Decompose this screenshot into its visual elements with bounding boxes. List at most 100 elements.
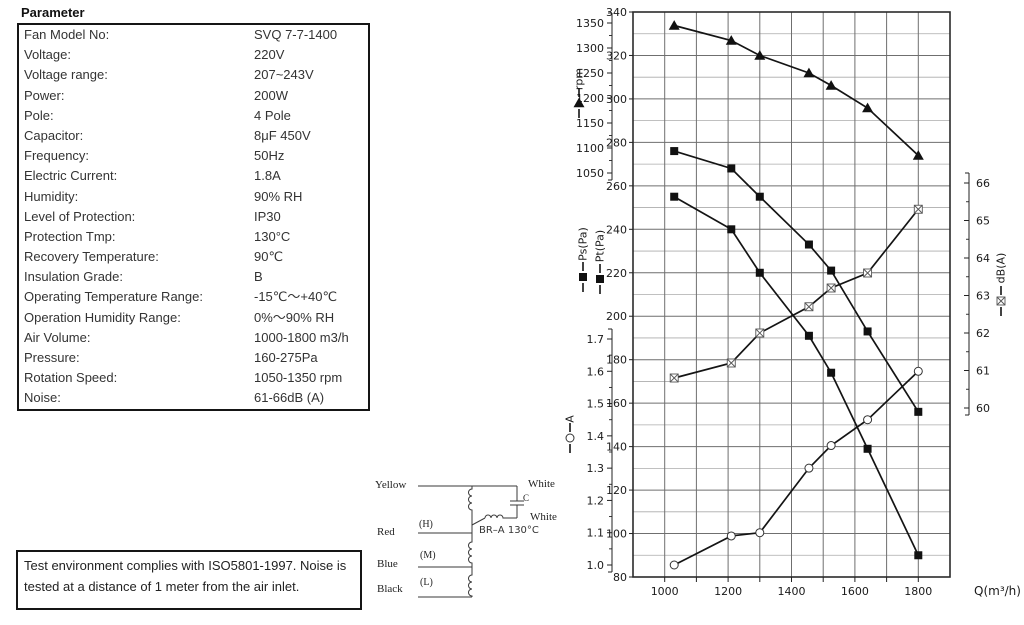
svg-text:1350: 1350: [576, 17, 604, 30]
chart-axis-pressure: 80 100 120 140 160 180 200 220 240 260 280 300 320 34…: [606, 6, 633, 584]
test-environment-note: Test environment complies with ISO5801-1…: [16, 550, 362, 610]
svg-text:1600: 1600: [841, 585, 869, 598]
svg-text:61: 61: [976, 365, 990, 378]
wire-label-black: Black: [377, 583, 403, 595]
parameter-value: 1000-1800 m3/h: [254, 329, 349, 345]
parameter-label: Electric Current:: [24, 168, 118, 184]
parameter-value: 1050-1350 rpm: [254, 370, 343, 386]
parameter-row: Recovery Temperature: 90℃: [19, 247, 368, 267]
parameter-row: Operating Temperature Range: -15℃～+40℃: [19, 287, 368, 307]
svg-text:1.6: 1.6: [587, 365, 605, 378]
wire-label-white-bottom: White: [530, 511, 557, 523]
svg-text:1.3: 1.3: [587, 462, 605, 475]
parameter-label: Operation Humidity Range:: [24, 309, 181, 325]
svg-text:100: 100: [606, 528, 627, 541]
parameter-row: Insulation Grade: B: [19, 267, 368, 287]
parameter-label: Recovery Temperature:: [24, 249, 159, 265]
svg-text:64: 64: [976, 252, 990, 265]
svg-text:Pt(Pa): Pt(Pa): [594, 230, 607, 262]
svg-text:1.1: 1.1: [587, 527, 605, 540]
parameter-label: Voltage:: [24, 47, 71, 63]
parameter-value: 90℃: [254, 249, 284, 265]
svg-text:1200: 1200: [576, 92, 604, 105]
svg-text:60: 60: [976, 402, 990, 415]
svg-text:Ps(Pa): Ps(Pa): [577, 227, 590, 261]
svg-text:1.7: 1.7: [587, 333, 605, 346]
parameter-row: Voltage range: 207~243V: [19, 65, 368, 85]
thermal-protector-label: BR–A 130°C: [479, 525, 539, 536]
motor-winding-coils: [468, 486, 473, 597]
svg-text:1250: 1250: [576, 67, 604, 80]
svg-text:160: 160: [606, 397, 627, 410]
parameter-value: 160-275Pa: [254, 350, 318, 365]
parameter-row: Frequency: 50Hz: [19, 146, 368, 166]
svg-text:1200: 1200: [714, 585, 742, 598]
speed-tap-medium-label: (M): [420, 550, 436, 561]
chart-axis-flow: 1000 1200 1400 1600 1800 Q(m³/h): [651, 577, 1021, 598]
chart-axis-rpm: 1050 1100 1150 1200 1250 1300 1350: [576, 12, 613, 181]
svg-text:1000: 1000: [651, 585, 679, 598]
svg-text:1400: 1400: [778, 585, 806, 598]
svg-text:A: A: [564, 415, 577, 423]
wire-label-white-top: White: [528, 478, 555, 490]
parameter-value: 8μF 450V: [254, 127, 311, 143]
svg-text:1050: 1050: [576, 167, 604, 180]
svg-text:200: 200: [606, 310, 627, 323]
parameter-value: 50Hz: [254, 148, 285, 164]
parameter-label: Level of Protection:: [24, 208, 136, 224]
chart-axis-current: 1.0 1.1 1.2 1.3 1.4 1.5 1.6 1.7: [587, 328, 613, 573]
svg-text:140: 140: [606, 441, 627, 454]
wiring-wires: [418, 485, 524, 598]
parameter-label: Frequency:: [24, 148, 90, 164]
parameter-section-title: Parameter: [21, 5, 85, 20]
chart-series-a: [669, 366, 923, 570]
chart-series-rpm: [668, 20, 924, 160]
parameter-label: Capacitor:: [24, 127, 84, 143]
capacitor-label: C: [523, 493, 530, 503]
chart-axis-noise: 60 61 62 63 64 65 66: [964, 172, 990, 416]
parameter-label: Protection Tmp:: [24, 228, 116, 244]
parameter-label: Operating Temperature Range:: [24, 289, 203, 305]
parameter-value: 1.8A: [254, 168, 281, 184]
thermal-switch-arm: [471, 517, 486, 526]
wire-label-red: Red: [377, 526, 395, 538]
parameter-row: Noise: 61-66dB (A): [19, 388, 368, 408]
parameter-row: Capacitor: 8μF 450V: [19, 126, 368, 146]
performance-chart: 80 100 120 140 160 180 200 220 240 260 280 300 320 34…: [564, 6, 1021, 598]
svg-text:120: 120: [606, 484, 627, 497]
svg-text:1.2: 1.2: [587, 494, 605, 507]
parameter-label: Insulation Grade:: [24, 269, 124, 285]
svg-text:1300: 1300: [576, 42, 604, 55]
parameter-label: Voltage range:: [24, 67, 108, 83]
parameter-value: B: [254, 269, 263, 285]
svg-text:66: 66: [976, 177, 990, 190]
parameter-value: 207~243V: [254, 67, 314, 83]
capacitor-symbol: [510, 486, 524, 518]
parameter-value: 4 Pole: [254, 107, 291, 123]
parameter-label: Rotation Speed:: [24, 370, 118, 386]
parameter-value: 61-66dB (A): [254, 390, 325, 406]
parameter-row: Operation Humidity Range: 0%～90% RH: [19, 308, 368, 328]
parameter-value: -15℃～+40℃: [254, 289, 338, 305]
svg-text:240: 240: [606, 223, 627, 236]
parameter-row: Rotation Speed: 1050-1350 rpm: [19, 368, 368, 388]
speed-tap-high-label: (H): [419, 519, 433, 530]
thermal-protector-element: [484, 514, 517, 519]
parameter-value: 200W: [254, 87, 288, 103]
chart-series-pspa: [670, 192, 923, 560]
svg-text:63: 63: [976, 290, 990, 303]
parameter-row: Power: 200W: [19, 86, 368, 106]
parameter-value: SVQ 7-7-1400: [254, 27, 338, 42]
chart-series-ptpa: [670, 147, 923, 416]
parameter-label: Pole:: [24, 107, 54, 123]
svg-text:dB(A): dB(A): [995, 253, 1008, 284]
svg-text:1.5: 1.5: [587, 398, 605, 411]
parameter-label: Humidity:: [24, 188, 79, 204]
chart-series-dba: [669, 204, 923, 383]
parameter-value: 0%～90% RH: [254, 309, 335, 325]
svg-text:62: 62: [976, 327, 990, 340]
parameter-row: Electric Current: 1.8A: [19, 166, 368, 186]
svg-text:320: 320: [606, 49, 627, 62]
parameter-value: IP30: [254, 208, 281, 224]
